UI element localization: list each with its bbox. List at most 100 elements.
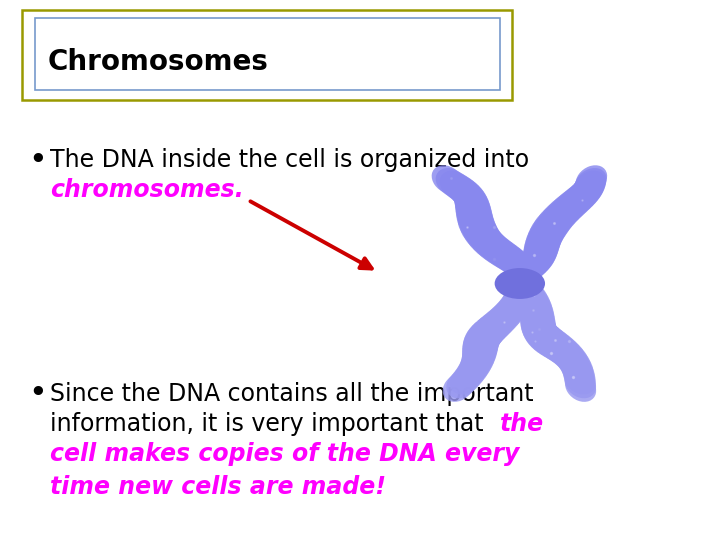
Ellipse shape [443, 173, 476, 203]
Ellipse shape [443, 373, 474, 402]
Ellipse shape [506, 275, 538, 304]
Ellipse shape [565, 373, 596, 402]
Ellipse shape [453, 360, 486, 390]
Ellipse shape [453, 183, 488, 214]
Ellipse shape [518, 290, 552, 321]
Ellipse shape [507, 260, 539, 289]
Ellipse shape [529, 212, 568, 248]
Ellipse shape [461, 343, 496, 375]
Ellipse shape [479, 233, 515, 266]
Ellipse shape [500, 286, 534, 317]
Ellipse shape [456, 200, 494, 234]
Ellipse shape [549, 192, 586, 226]
Ellipse shape [527, 321, 566, 356]
Ellipse shape [463, 323, 501, 359]
Ellipse shape [516, 282, 548, 312]
Ellipse shape [494, 294, 528, 326]
Ellipse shape [523, 236, 559, 269]
Ellipse shape [526, 221, 564, 256]
Ellipse shape [520, 308, 557, 342]
Ellipse shape [575, 168, 607, 197]
Ellipse shape [510, 257, 542, 286]
Ellipse shape [505, 257, 538, 286]
Ellipse shape [518, 248, 552, 278]
Ellipse shape [559, 351, 593, 383]
Ellipse shape [521, 314, 559, 349]
Ellipse shape [521, 245, 554, 276]
Ellipse shape [465, 319, 504, 354]
Ellipse shape [562, 356, 595, 387]
Ellipse shape [513, 254, 546, 283]
Ellipse shape [510, 275, 542, 304]
Ellipse shape [478, 308, 514, 342]
Text: information, it is very important that: information, it is very important that [50, 412, 491, 436]
Ellipse shape [572, 173, 606, 203]
Text: Chromosomes: Chromosomes [48, 48, 269, 76]
Ellipse shape [449, 178, 483, 208]
Bar [35, 18, 500, 90]
Ellipse shape [456, 204, 495, 239]
Ellipse shape [450, 364, 482, 395]
Ellipse shape [454, 185, 490, 218]
Ellipse shape [539, 329, 575, 363]
Ellipse shape [436, 168, 468, 197]
Ellipse shape [523, 316, 561, 352]
Ellipse shape [523, 230, 561, 263]
Ellipse shape [460, 212, 499, 248]
Ellipse shape [462, 332, 499, 366]
Ellipse shape [518, 286, 551, 317]
Ellipse shape [502, 251, 535, 281]
Ellipse shape [520, 301, 555, 334]
Ellipse shape [462, 329, 499, 363]
Ellipse shape [521, 242, 556, 274]
Ellipse shape [462, 335, 498, 369]
Ellipse shape [516, 251, 549, 281]
Ellipse shape [564, 364, 596, 395]
Ellipse shape [554, 343, 589, 375]
Ellipse shape [463, 217, 501, 252]
Ellipse shape [458, 208, 497, 244]
Ellipse shape [568, 178, 602, 208]
Ellipse shape [519, 294, 554, 326]
Ellipse shape [564, 369, 596, 399]
Ellipse shape [490, 298, 525, 330]
Ellipse shape [451, 180, 486, 212]
Text: cell makes copies of the DNA every
time new cells are made!: cell makes copies of the DNA every time … [50, 442, 519, 498]
Ellipse shape [469, 226, 507, 260]
Ellipse shape [550, 339, 585, 372]
Ellipse shape [454, 188, 491, 221]
Ellipse shape [439, 171, 472, 200]
Ellipse shape [536, 204, 575, 239]
Ellipse shape [570, 175, 604, 206]
Ellipse shape [507, 260, 539, 289]
Ellipse shape [565, 180, 600, 212]
Ellipse shape [574, 171, 606, 200]
Ellipse shape [462, 339, 497, 372]
Text: •: • [28, 145, 47, 176]
Ellipse shape [483, 236, 519, 269]
Ellipse shape [507, 272, 538, 300]
Ellipse shape [523, 233, 559, 266]
Ellipse shape [527, 217, 566, 252]
Ellipse shape [520, 305, 556, 339]
Ellipse shape [524, 319, 563, 354]
Ellipse shape [464, 321, 503, 356]
Ellipse shape [562, 183, 597, 214]
Ellipse shape [558, 185, 594, 218]
Ellipse shape [474, 311, 511, 346]
Ellipse shape [456, 356, 489, 387]
Ellipse shape [542, 332, 579, 366]
Ellipse shape [462, 326, 500, 361]
Ellipse shape [540, 200, 578, 234]
Ellipse shape [507, 272, 538, 300]
Ellipse shape [492, 242, 526, 274]
Ellipse shape [468, 316, 505, 352]
Ellipse shape [446, 369, 478, 399]
Ellipse shape [546, 335, 582, 369]
Ellipse shape [524, 226, 562, 260]
Ellipse shape [482, 305, 518, 339]
Ellipse shape [474, 230, 511, 263]
Bar [22, 10, 512, 100]
Ellipse shape [534, 326, 572, 361]
Text: The DNA inside the cell is organized into: The DNA inside the cell is organized int… [50, 148, 529, 172]
